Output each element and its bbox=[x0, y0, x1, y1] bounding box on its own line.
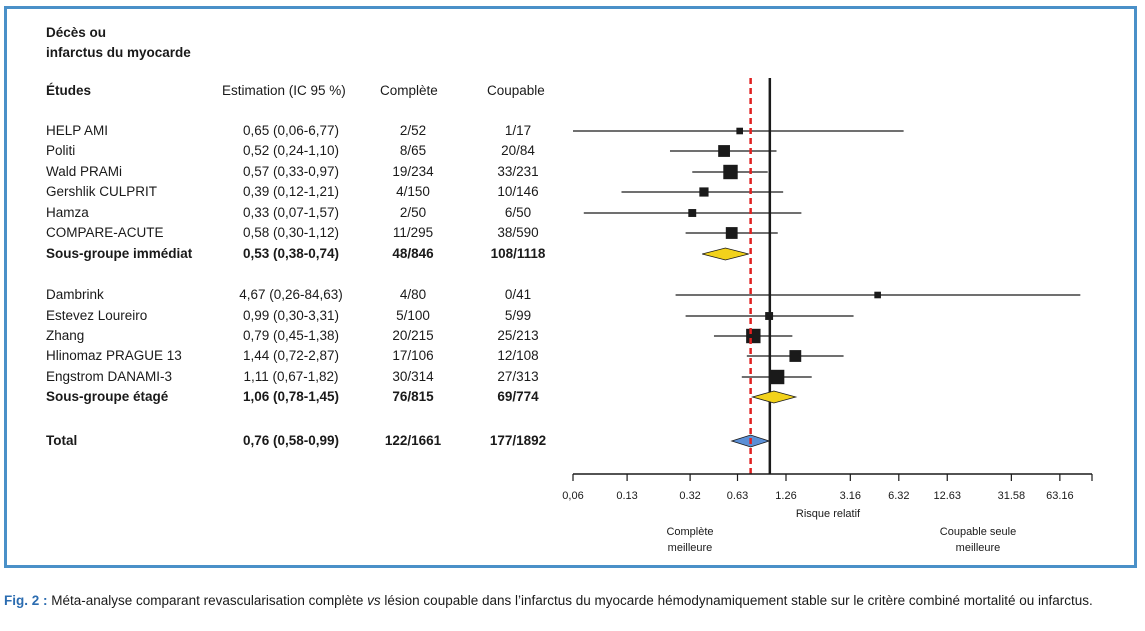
row-complete: 8/65 bbox=[399, 143, 427, 158]
row-estimate: 0,99 (0,30-3,31) bbox=[242, 308, 340, 323]
row-study-name: Sous-groupe étagé bbox=[46, 389, 169, 404]
row-estimate: 0,58 (0,30-1,12) bbox=[242, 225, 340, 240]
row-complete: 17/106 bbox=[392, 348, 434, 363]
row-estimate: 0,57 (0,33-0,97) bbox=[242, 164, 340, 179]
row-complete: 2/52 bbox=[399, 123, 427, 138]
point-estimate-square bbox=[746, 328, 761, 344]
row-culprit: 0/41 bbox=[504, 287, 532, 302]
row-study-name: Politi bbox=[46, 143, 76, 158]
caption-text-before: Méta-analyse comparant revascularisation… bbox=[47, 593, 368, 608]
row-culprit: 27/313 bbox=[497, 369, 539, 384]
figure-frame bbox=[4, 6, 1137, 568]
row-complete: 76/815 bbox=[392, 389, 434, 404]
x-tick-label: 12.63 bbox=[933, 490, 961, 502]
row-complete: 4/80 bbox=[399, 287, 427, 302]
row-estimate: 1,11 (0,67-1,82) bbox=[243, 369, 339, 384]
point-estimate-square bbox=[718, 145, 730, 157]
row-estimate: 0,79 (0,45-1,38) bbox=[242, 328, 340, 343]
row-culprit: 6/50 bbox=[504, 205, 532, 220]
row-study-name: Total bbox=[46, 433, 78, 448]
favors-complete-note: Complète bbox=[666, 526, 713, 538]
row-estimate: 0,33 (0,07-1,57) bbox=[242, 205, 340, 220]
subgroup-diamond bbox=[750, 390, 798, 404]
x-tick-label: 31.58 bbox=[998, 490, 1026, 502]
point-estimate-square bbox=[736, 127, 743, 135]
chart-title: Décès ou infarctus du myocarde bbox=[46, 23, 191, 63]
row-culprit: 25/213 bbox=[497, 328, 539, 343]
x-tick-label: 1.26 bbox=[775, 490, 796, 502]
x-tick-label: 0.32 bbox=[679, 490, 700, 502]
header-estimate: Estimation (IC 95 %) bbox=[222, 83, 346, 98]
row-estimate: 0,39 (0,12-1,21) bbox=[242, 184, 340, 199]
x-axis-label: Risque relatif bbox=[796, 508, 861, 520]
caption-emphasis: vs bbox=[367, 593, 381, 608]
row-complete: 2/50 bbox=[399, 205, 427, 220]
row-complete: 122/1661 bbox=[384, 433, 442, 448]
figure-caption: Fig. 2 : Méta-analyse comparant revascul… bbox=[4, 591, 1140, 610]
row-study-name: COMPARE-ACUTE bbox=[46, 225, 164, 240]
row-estimate: 4,67 (0,26-84,63) bbox=[239, 287, 343, 302]
row-estimate: 1,06 (0,78-1,45) bbox=[242, 389, 340, 404]
row-study-name: HELP AMI bbox=[46, 123, 109, 138]
point-estimate-square bbox=[688, 209, 697, 217]
row-complete: 19/234 bbox=[392, 164, 434, 179]
header-complete: Complète bbox=[380, 83, 438, 98]
point-estimate-square bbox=[769, 369, 785, 385]
subgroup-diamond bbox=[702, 247, 749, 261]
row-estimate: 1,44 (0,72-2,87) bbox=[242, 348, 340, 363]
row-culprit: 20/84 bbox=[501, 143, 535, 158]
row-estimate: 0,65 (0,06-6,77) bbox=[242, 123, 340, 138]
x-tick-label: 6.32 bbox=[888, 490, 909, 502]
caption-text-after: lésion coupable dans l’infarctus du myoc… bbox=[380, 593, 1093, 608]
row-complete: 4/150 bbox=[396, 184, 430, 199]
favors-culprit-note: meilleure bbox=[956, 542, 1001, 554]
row-culprit: 177/1892 bbox=[489, 433, 547, 448]
row-culprit: 1/17 bbox=[504, 123, 532, 138]
point-estimate-square bbox=[725, 227, 738, 239]
favors-culprit-note: Coupable seule bbox=[940, 526, 1016, 538]
row-study-name: Gershlik CULPRIT bbox=[46, 184, 158, 199]
row-culprit: 10/146 bbox=[497, 184, 539, 199]
favors-complete-note: meilleure bbox=[668, 542, 713, 554]
row-culprit: 33/231 bbox=[497, 164, 539, 179]
chart-title-line-2: infarctus du myocarde bbox=[46, 45, 191, 60]
header-studies: Études bbox=[46, 83, 92, 98]
x-tick-label: 0,06 bbox=[562, 490, 583, 502]
point-estimate-square bbox=[789, 350, 802, 362]
row-study-name: Dambrink bbox=[46, 287, 104, 302]
row-complete: 5/100 bbox=[396, 308, 430, 323]
chart-title-line-1: Décès ou bbox=[46, 25, 107, 40]
x-tick-label: 63.16 bbox=[1046, 490, 1074, 502]
row-study-name: Wald PRAMi bbox=[46, 164, 123, 179]
point-estimate-square bbox=[765, 312, 774, 320]
row-study-name: Engstrom DANAMI-3 bbox=[46, 369, 173, 384]
x-tick-label: 3.16 bbox=[840, 490, 861, 502]
row-study-name: Sous-groupe immédiat bbox=[46, 246, 193, 261]
row-complete: 48/846 bbox=[392, 246, 434, 261]
point-estimate-square bbox=[874, 291, 881, 299]
row-study-name: Hlinomaz PRAGUE 13 bbox=[46, 348, 182, 363]
row-study-name: Hamza bbox=[46, 205, 89, 220]
point-estimate-square bbox=[699, 187, 709, 197]
x-tick-label: 0.13 bbox=[616, 490, 637, 502]
row-study-name: Zhang bbox=[46, 328, 85, 343]
row-culprit: 69/774 bbox=[497, 389, 539, 404]
x-tick-label: 0.63 bbox=[727, 490, 748, 502]
row-study-name: Estevez Loureiro bbox=[46, 308, 148, 323]
row-culprit: 5/99 bbox=[504, 308, 532, 323]
row-complete: 30/314 bbox=[392, 369, 434, 384]
point-estimate-square bbox=[723, 164, 738, 180]
row-complete: 20/215 bbox=[392, 328, 434, 343]
row-culprit: 108/1118 bbox=[490, 246, 546, 261]
row-estimate: 0,52 (0,24-1,10) bbox=[242, 143, 340, 158]
row-complete: 11/295 bbox=[392, 225, 434, 240]
row-estimate: 0,53 (0,38-0,74) bbox=[242, 246, 340, 261]
header-culprit: Coupable bbox=[487, 83, 545, 98]
row-culprit: 12/108 bbox=[497, 348, 539, 363]
caption-label: Fig. 2 : bbox=[4, 593, 48, 608]
row-estimate: 0,76 (0,58-0,99) bbox=[242, 433, 340, 448]
row-culprit: 38/590 bbox=[497, 225, 539, 240]
